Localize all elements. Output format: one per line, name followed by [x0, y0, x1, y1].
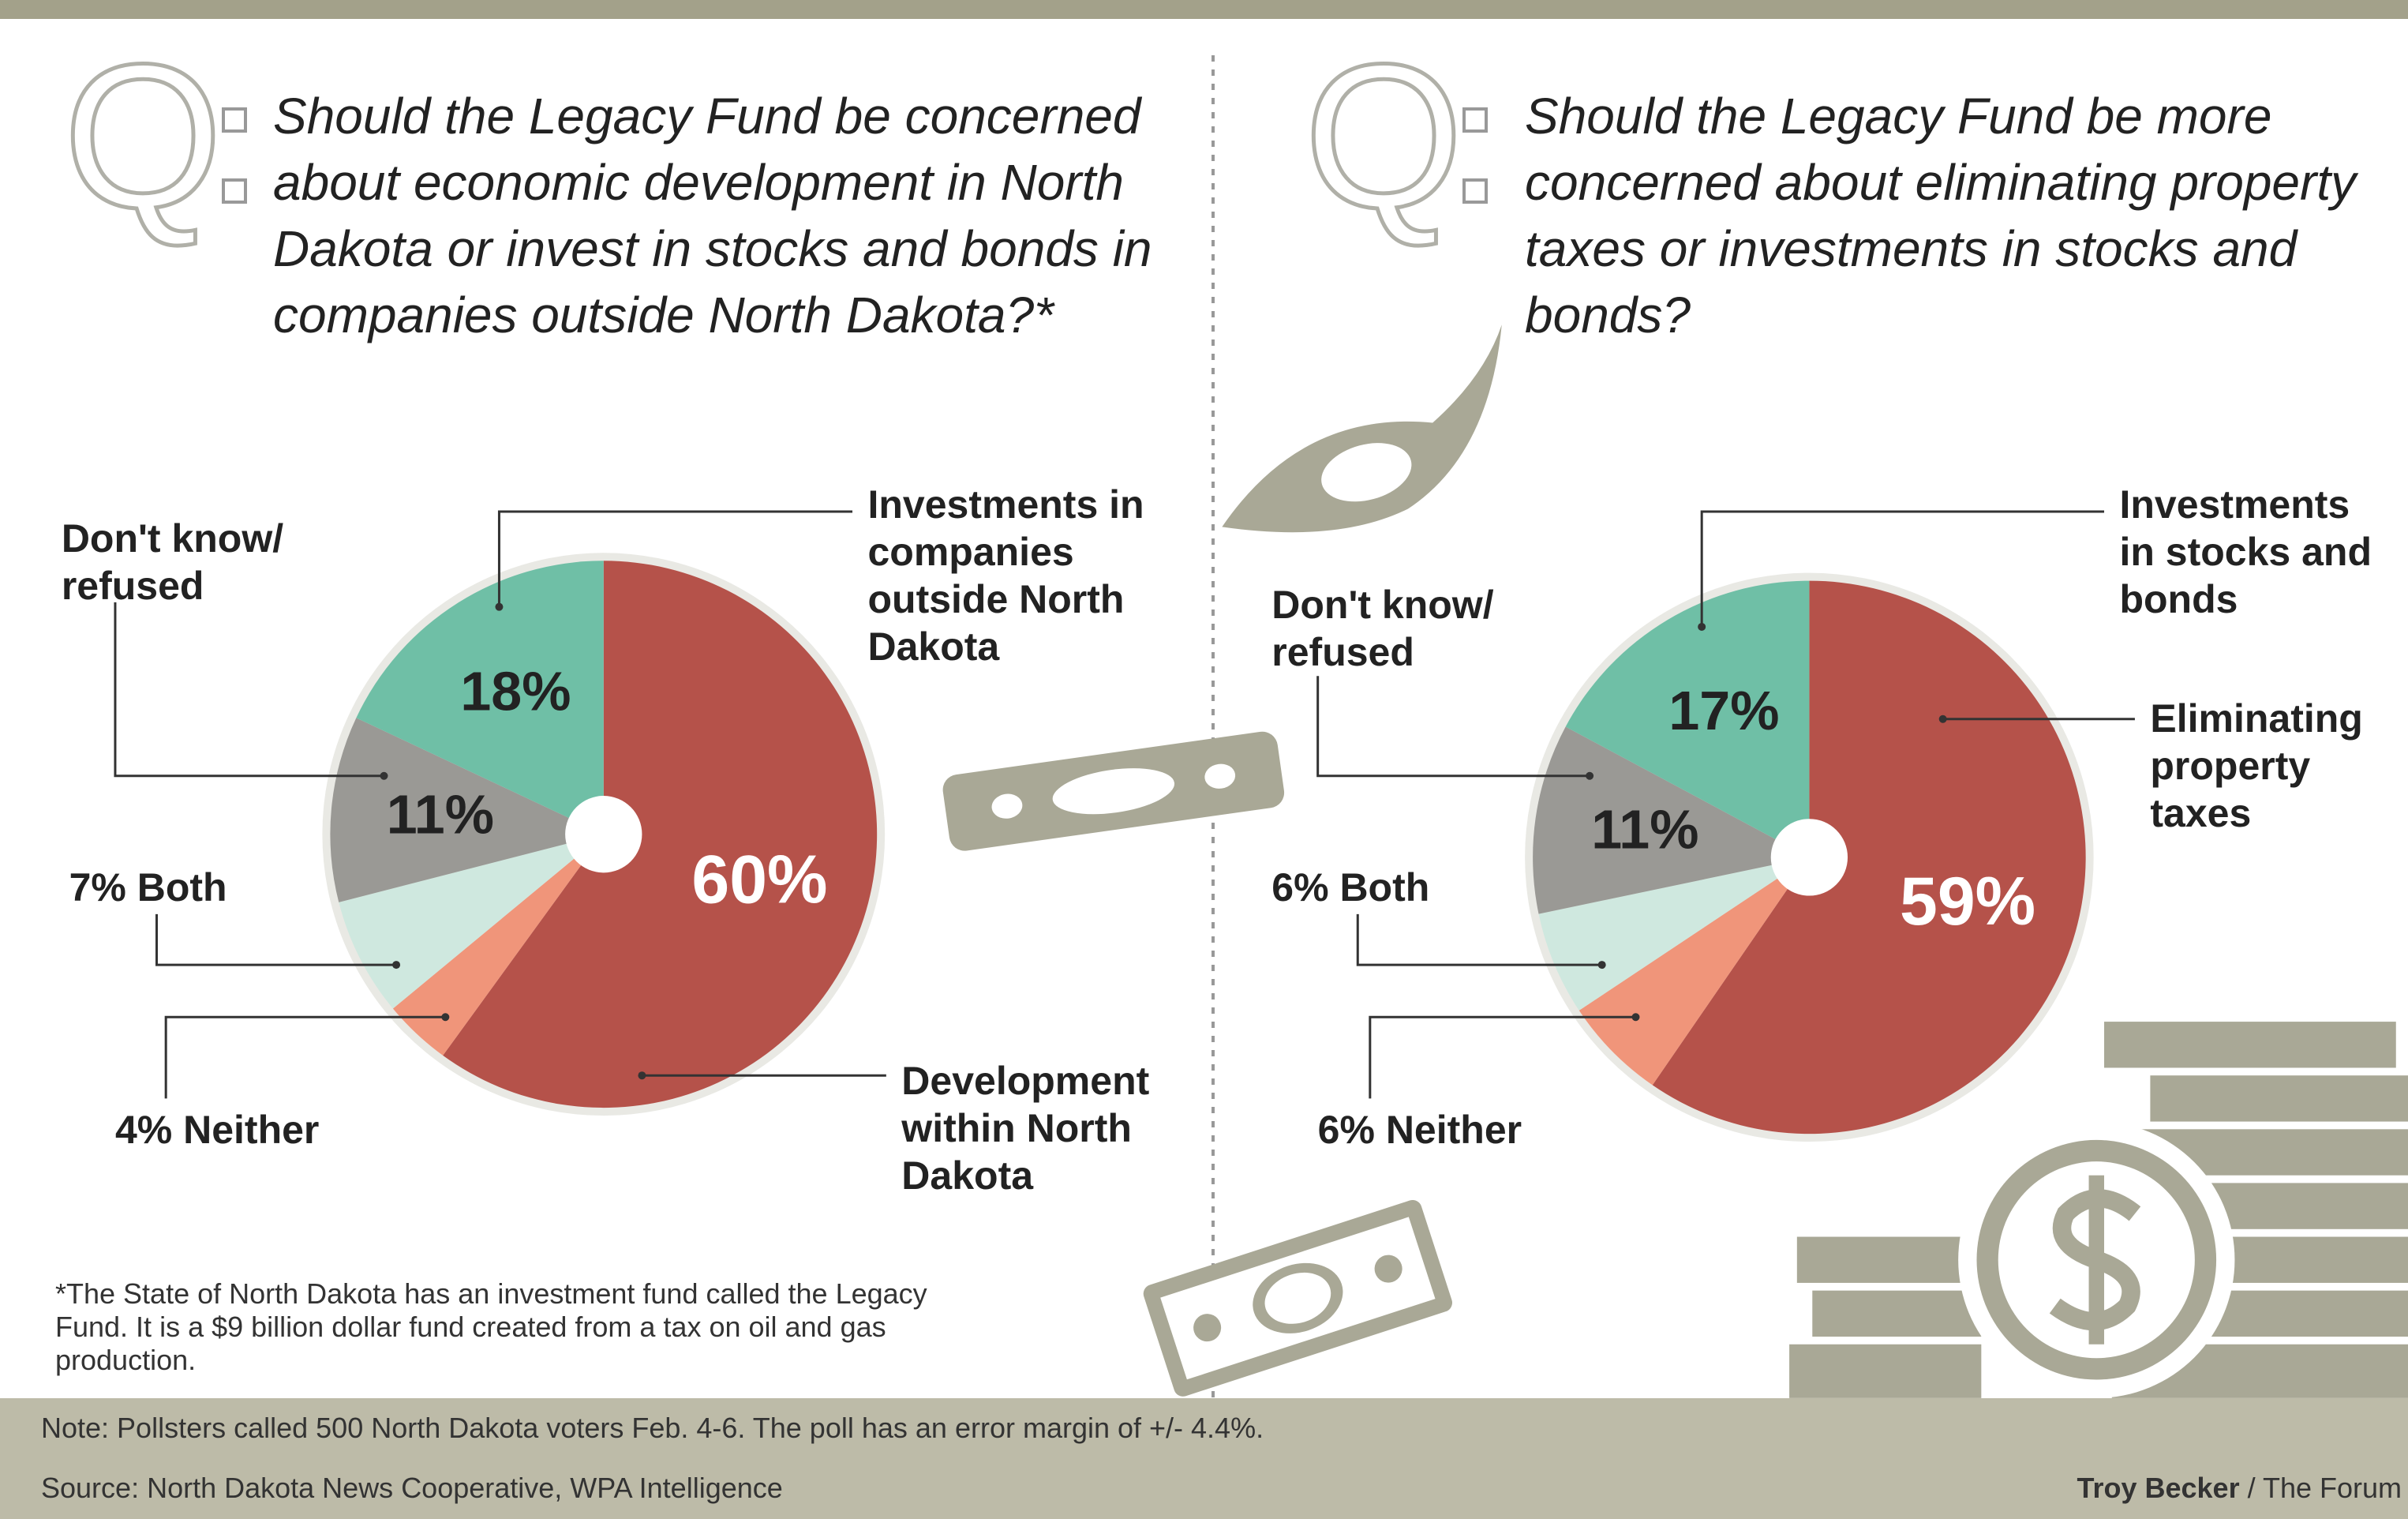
leader-dot [495, 602, 504, 611]
pie-slice [339, 834, 604, 1009]
category-label: Don't know/ refused [1271, 582, 1494, 674]
leader-line [114, 602, 384, 778]
question: Should the Legacy Fund be more concerned… [1525, 88, 2357, 343]
pie-slice [443, 561, 878, 1108]
slice-label: Development within North Dakota [901, 1057, 1217, 1199]
leader-line [155, 913, 397, 966]
value-label: 17% [1668, 680, 1779, 741]
credit-author: Troy Becker [2077, 1472, 2240, 1504]
credit: Troy Becker / The Forum [2077, 1472, 2402, 1505]
source: Source: North Dakota News Cooperative, W… [41, 1472, 783, 1504]
checkboxes [222, 107, 1488, 204]
value-label: 11% [1591, 798, 1698, 860]
leader-line [1316, 676, 1590, 778]
leader-dot [1631, 1013, 1640, 1022]
leader-dot [638, 1071, 646, 1080]
category-label: Both [1339, 865, 1430, 910]
slice-label: 7% Both [69, 864, 227, 911]
value-label: 60% [691, 842, 827, 918]
category-label: Investments in stocks and bonds [2119, 482, 2372, 622]
pie-slice [1565, 580, 1810, 857]
slice-label: 6% Neither [1318, 1106, 1522, 1153]
footer-band [0, 1398, 2408, 1519]
leader-dot [441, 1013, 450, 1022]
leader-dot [1698, 622, 1706, 631]
pie-hole [565, 796, 642, 873]
pie-slice [1533, 726, 1810, 914]
leader-dot [1586, 771, 1594, 780]
pie-slice [392, 834, 604, 1056]
leader-line [497, 510, 853, 607]
pie-slice [330, 718, 604, 902]
category-label: Neither [1385, 1108, 1522, 1153]
leader-dot [1938, 714, 1947, 723]
note: Note: Pollsters called 500 North Dakota … [41, 1412, 1264, 1444]
category-label: Both [137, 865, 227, 910]
category-label: Eliminating property taxes [2150, 696, 2363, 835]
value-label: 6% [1271, 865, 1329, 910]
leader-line [1700, 510, 2105, 627]
category-label: Neither [183, 1108, 320, 1153]
leader-line [1369, 1015, 1636, 1099]
slice-label: 4% Neither [115, 1106, 319, 1153]
decorations [942, 324, 2408, 1398]
pie-hole [1770, 819, 1848, 896]
pie-slice [356, 561, 604, 835]
value-label: 6% [1317, 1108, 1375, 1153]
leader-line [164, 1015, 446, 1099]
value-label: 18% [460, 661, 571, 722]
q-marker: Q [63, 22, 223, 251]
leader-dot [392, 961, 401, 970]
credit-outlet: / The Forum [2247, 1472, 2402, 1504]
pie-slice [1578, 857, 1810, 1086]
leader-dot [380, 771, 388, 780]
slice-label: Investments in stocks and bonds [2119, 481, 2380, 623]
value-label: 7% [69, 865, 126, 910]
footnote: *The State of North Dakota has an invest… [55, 1277, 927, 1376]
slice-label: Don't know/ refused [62, 515, 322, 609]
leader-line [1356, 913, 1602, 966]
category-label: Development within North Dakota [901, 1058, 1150, 1198]
slice-label: 6% Both [1271, 864, 1429, 911]
category-label: Investments in companies outside North D… [867, 482, 1144, 669]
value-label: 4% [114, 1108, 173, 1153]
category-label: Don't know/ refused [61, 516, 284, 608]
slice-label: Don't know/ refused [1271, 581, 1532, 676]
question: Should the Legacy Fund be concerned abou… [273, 88, 1152, 343]
leader-dot [1597, 961, 1606, 970]
slice-label: Investments in companies outside North D… [867, 481, 1215, 670]
q-marker: Q [1304, 22, 1463, 251]
value-label: 11% [387, 784, 494, 846]
value-label: 59% [1900, 864, 2035, 940]
slice-label: Eliminating property taxes [2150, 695, 2387, 837]
pie-slice [1538, 857, 1810, 1011]
top-band [0, 0, 2408, 19]
